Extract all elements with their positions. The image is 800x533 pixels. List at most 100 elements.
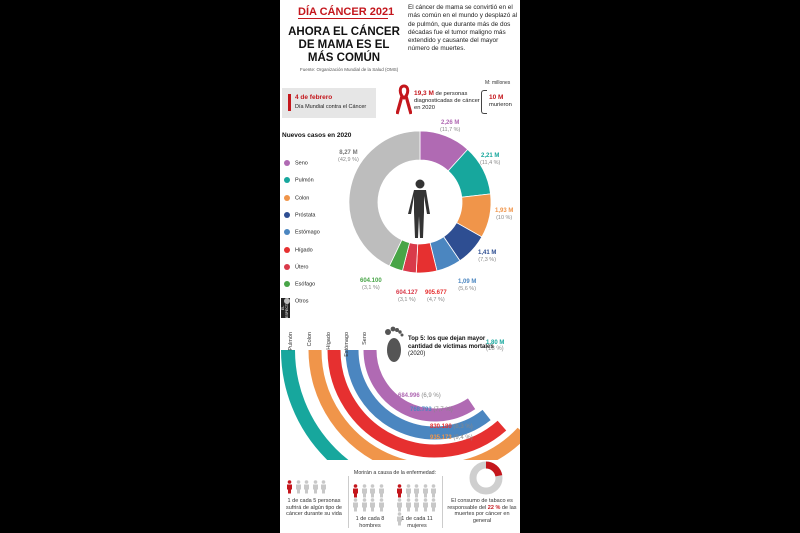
slice-value: 604.100	[360, 278, 382, 284]
fact-4-value: 22 %	[487, 504, 501, 511]
arc-value-higado: 830.180 (8,3 %)	[430, 424, 473, 430]
arc-value-percent: (6,9 %)	[421, 393, 441, 399]
person-icon	[361, 498, 367, 512]
people-grid-women	[396, 484, 439, 526]
arc-name-pulmon: Pulmón	[288, 332, 294, 351]
legend-label: Colon	[295, 195, 310, 202]
legend-swatch	[284, 281, 290, 288]
slice-percent: (3,1 %)	[397, 297, 416, 303]
new-cases-donut-chart	[348, 130, 492, 274]
legend-swatch	[284, 263, 290, 270]
arc-value-seno: 684.996 (6,9 %)	[398, 393, 441, 399]
diagnosed-stat: 19,3 M de personas diagnosticadas de cán…	[414, 90, 480, 112]
person-icon-highlighted	[287, 480, 292, 494]
person-icon	[321, 480, 326, 494]
legend-item-colon: Colon	[284, 194, 310, 202]
person-icon	[370, 498, 375, 512]
slice-value: 1,93 M	[495, 208, 514, 214]
legend-item-seno: Seno	[284, 160, 308, 166]
death-arc-estomago	[345, 350, 491, 440]
diagnosed-text: de personas diagnosticadas de cáncer en …	[414, 91, 480, 111]
divider	[442, 476, 443, 528]
legend-swatch	[284, 177, 290, 184]
legend-item-prostata: Próstata	[284, 211, 316, 219]
arc-value-number: 830.180	[430, 424, 454, 430]
slice-label-higado: 905.677 (4,7 %)	[425, 290, 447, 304]
footprint-icon	[385, 326, 404, 362]
person-icon	[405, 484, 411, 498]
legend-swatch	[284, 194, 290, 201]
legend-swatch	[284, 160, 290, 166]
date-text: 4 de febrero	[295, 94, 333, 101]
arc-value-percent: (9,4 %)	[453, 435, 473, 441]
arc-value-percent: (8,3 %)	[453, 424, 473, 430]
legend-label: Hígado	[295, 246, 313, 253]
date-box	[282, 88, 376, 118]
death-arc-colon	[308, 350, 520, 460]
legend-item-otros: Otros	[284, 298, 309, 305]
legend-swatch	[284, 298, 290, 305]
slice-value: 1,09 M	[458, 279, 477, 285]
legend-label: Esófago	[295, 281, 316, 288]
unit-note: M: millones	[485, 80, 511, 86]
person-icon	[414, 498, 419, 512]
person-icon	[370, 484, 375, 498]
person-icon	[397, 498, 402, 512]
legend-item-estomago: Estómago	[284, 229, 320, 236]
date-accent-bar	[288, 94, 291, 111]
fact-1: 1 de cada 5 personas sufrirá de algún ti…	[286, 498, 342, 517]
facts-heading: Morirán a causa de la enfermedad:	[353, 470, 437, 476]
slice-percent: (11,4 %)	[480, 160, 501, 166]
person-icon	[397, 512, 402, 526]
slice-percent: (4,7 %)	[426, 297, 445, 303]
date-label: Día Mundial contra el Cáncer	[295, 104, 367, 110]
arc-value-pulmon: 1,80 M (18 %)	[486, 340, 504, 352]
ribbon-icon	[396, 84, 412, 115]
arc-name-seno: Seno	[362, 332, 368, 345]
person-icon-highlighted	[353, 484, 358, 498]
legend-label: Útero	[295, 264, 309, 271]
slice-percent: (10 %)	[496, 215, 513, 221]
deaths-text: murieron	[489, 102, 512, 108]
fact-4-pre: El consumo de tabaco es responsable del	[447, 498, 513, 511]
slice-value: 1,41 M	[478, 250, 497, 256]
slice-percent: (42,9 %)	[338, 157, 359, 163]
arc-value-percent: (7,7 %)	[433, 407, 453, 413]
source-note: Fuente: Organización Mundial de la Salud…	[300, 67, 399, 72]
slice-value: 604.127	[396, 290, 418, 296]
top5-year: (2020)	[408, 351, 426, 357]
death-arc-higado	[327, 350, 507, 458]
person-icon	[295, 480, 301, 494]
legend-label: Próstata	[295, 212, 316, 219]
person-icon	[405, 498, 411, 512]
person-icon	[431, 484, 436, 498]
slice-label-utero: 604.127 (3,1 %)	[396, 290, 418, 304]
donut-slice-otros	[348, 130, 421, 267]
person-icon	[304, 480, 309, 494]
legend-label: Estómago	[295, 229, 320, 236]
human-body-icon	[408, 179, 430, 238]
infographic-panel: DÍA CÁNCER 2021 AHORA EL CÁNCER DE MAMA …	[280, 0, 520, 533]
legend-item-utero: Útero	[284, 263, 309, 271]
legend-label: Otros	[295, 298, 309, 305]
diagnosed-value: 19,3 M	[414, 90, 434, 97]
intro-text: El cáncer de mama se convirtió en el más…	[408, 4, 518, 53]
arc-value-number: 935.173	[430, 435, 454, 441]
fact-3: 1 de cada 11 mujeres	[401, 516, 433, 529]
slice-value: 2,26 M	[441, 120, 460, 126]
tobacco-share-donut	[469, 461, 503, 495]
fact-2: 1 de cada 8 hombres	[355, 516, 385, 529]
slice-percent: (3,1 %)	[361, 285, 380, 291]
legend-item-higado: Hígado	[284, 246, 313, 253]
deaths-stat: 10 M murieron	[489, 94, 520, 109]
headline: AHORA EL CÁNCER DE MAMA ES EL MÁS COMÚN	[288, 26, 400, 64]
arc-name-colon: Colon	[307, 332, 313, 347]
death-arc-pulmon	[281, 350, 349, 460]
legend-label: Seno	[295, 160, 308, 167]
arc-value-number: 1,80 M	[486, 340, 505, 346]
slice-percent: (5,6 %)	[458, 286, 477, 292]
page-title: DÍA CÁNCER 2021	[298, 6, 395, 19]
slice-value: 905.677	[425, 290, 447, 296]
slice-label-pulmon: 2,21 M (11,4 %)	[480, 153, 500, 167]
slice-percent: (11,7 %)	[440, 127, 461, 133]
